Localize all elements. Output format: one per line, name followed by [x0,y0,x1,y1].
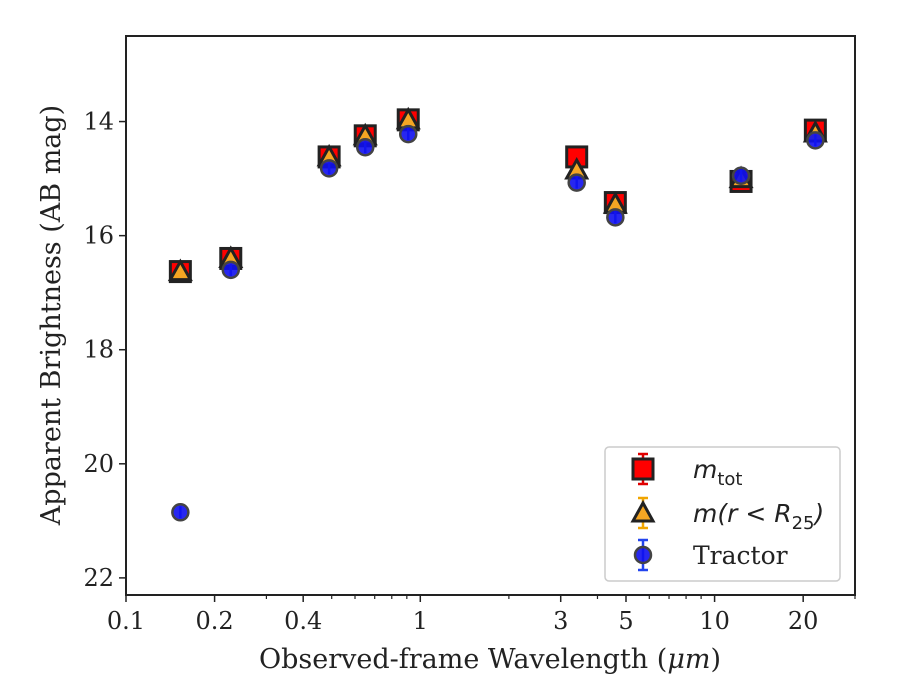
plot-frame [125,35,856,596]
legend-marker-mr25 [630,499,656,523]
legend-marker-tractor [633,545,653,565]
series-mr25 [167,106,828,282]
y-axis: 14 16 18 20 22 [83,108,126,592]
y-tick-label: 16 [83,222,114,250]
tractor-point [606,208,625,227]
y-tick-label: 18 [83,336,114,364]
x-tick-label: 20 [788,607,819,635]
tractor-point [355,137,375,157]
legend-marker-mtot [631,457,655,481]
legend-label-tractor: Tractor [693,541,788,570]
y-tick-label: 14 [83,108,114,136]
legend-box [604,446,841,582]
tractor-point [398,124,418,144]
tractor-point [567,173,586,192]
tractor-point [806,131,825,150]
x-axis: 0.1 0.2 0.4 1 3 5 10 20 [107,595,856,635]
y-tick-label: 20 [83,450,114,478]
legend-label-mtot: mtot [693,455,743,490]
y-axis-label: Apparent Brightness (AB mag) [36,105,67,526]
x-tick-label: 0.4 [284,607,322,635]
data-marks [167,106,828,522]
y-tick-label: 22 [83,564,114,592]
x-tick-label: 0.2 [196,607,234,635]
legend-entry-tractor: Tractor [633,538,788,572]
x-tick-label: 10 [699,607,730,635]
legend-entry-mr25: m(r < R25) [630,496,824,534]
x-tick-label: 3 [553,607,568,635]
x-tick-label: 5 [618,607,633,635]
tractor-point [221,260,241,280]
x-axis-label: Observed-frame Wavelength (μm) [259,644,721,675]
tractor-point [171,503,190,522]
tractor-point [731,166,751,185]
x-tick-label: 0.1 [107,607,145,635]
legend-label-mr25: m(r < R25) [693,499,824,534]
legend-entry-mtot: mtot [631,452,743,490]
series-mtot [168,108,827,284]
x-tick-label: 1 [413,607,428,635]
series-tractor [171,124,825,522]
legend: mtot m(r < R25) Tractor [604,446,841,582]
mr25-point [167,258,193,282]
tractor-point [319,159,339,178]
